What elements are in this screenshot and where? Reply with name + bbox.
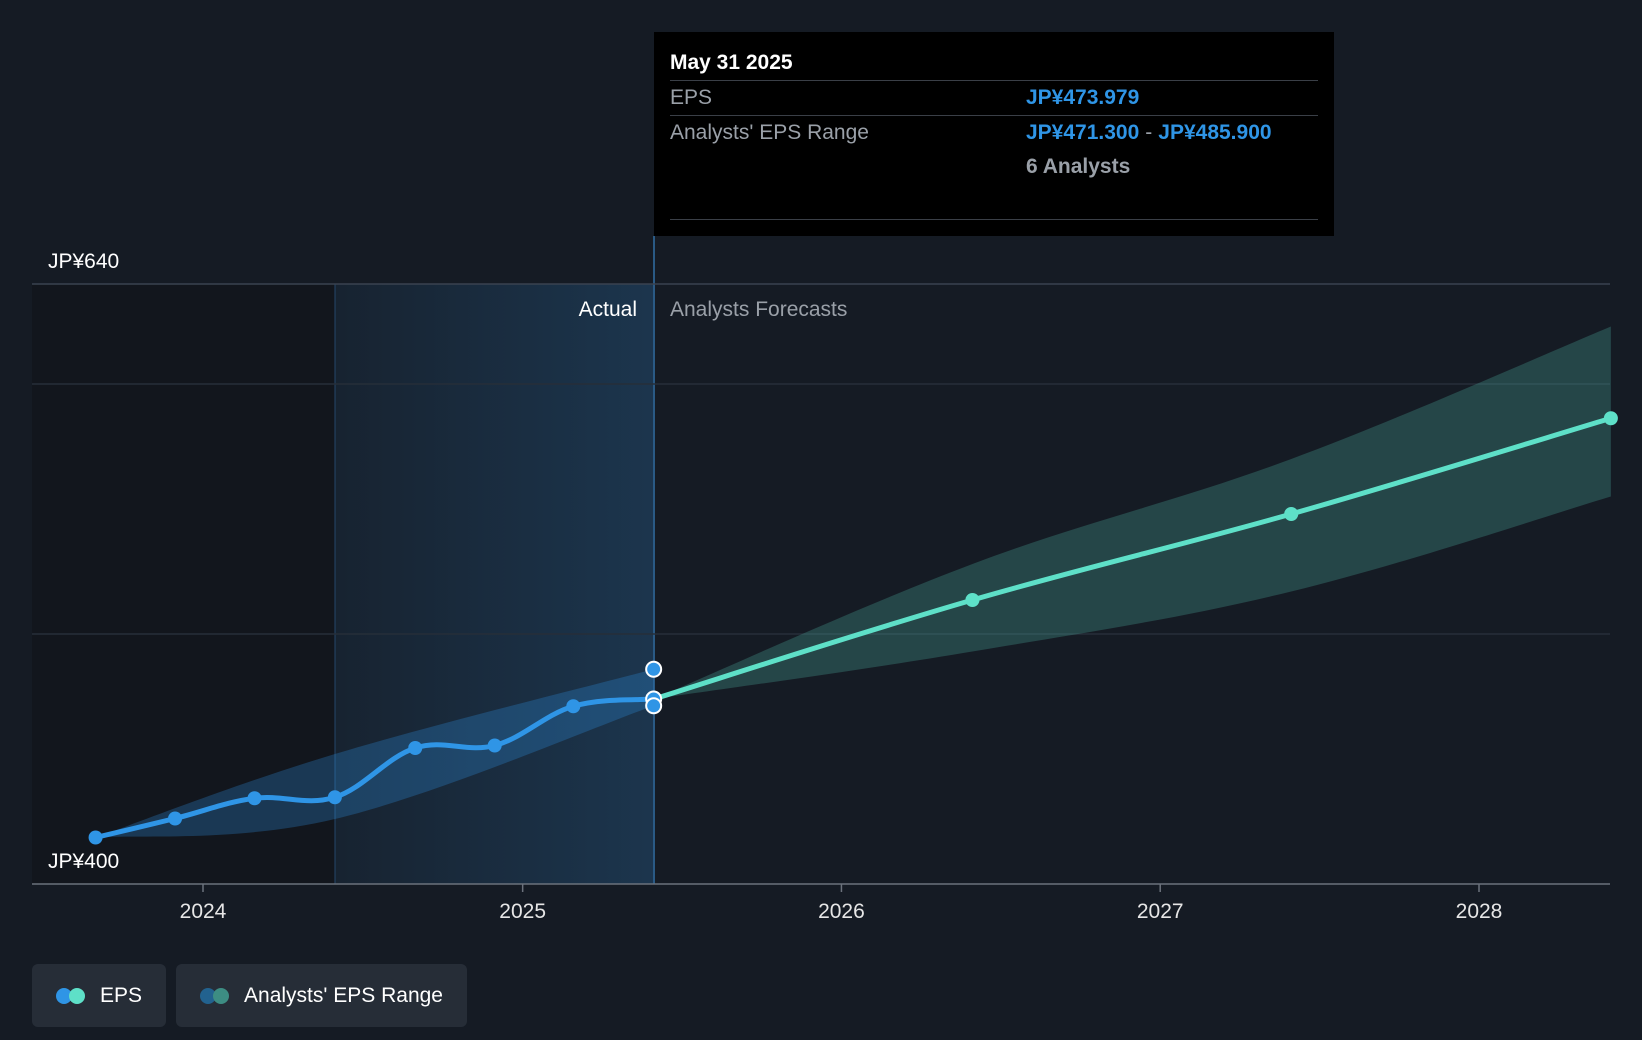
zone-label-forecast: Analysts Forecasts: [670, 298, 847, 321]
eps-point: [408, 741, 423, 755]
eps-point: [168, 811, 183, 826]
x-tick-label: 2024: [180, 900, 227, 923]
eps-lines: [93, 415, 1614, 840]
legend-item-eps[interactable]: EPS: [32, 964, 167, 1027]
tooltip-range-high: JP¥485.900: [1158, 121, 1272, 144]
tooltip-bottom-rule: [670, 219, 1318, 220]
eps-point: [487, 738, 502, 753]
x-tick-label: 2028: [1456, 900, 1503, 923]
series-line-forecast: [651, 415, 1614, 702]
eps-point: [1603, 411, 1618, 426]
tooltip-eps-label: EPS: [670, 86, 713, 109]
range-bands: [95, 326, 1611, 838]
tooltip-date: May 31 2025: [670, 51, 793, 74]
legend-eps-range-label: Analysts' EPS Range: [244, 983, 443, 1007]
eps-point: [566, 699, 581, 714]
tooltip-range-label: Analysts' EPS Range: [670, 121, 869, 144]
legend-eps-range-icon: [200, 987, 230, 1004]
y-tick-top: JP¥640: [48, 250, 119, 273]
tooltip-range-separator: -: [1145, 121, 1153, 144]
legend: EPS Analysts' EPS Range: [32, 964, 467, 1027]
x-tick-label: 2025: [499, 900, 546, 923]
legend-item-eps-range[interactable]: Analysts' EPS Range: [176, 964, 467, 1027]
tooltip-analyst-count: 6 Analysts: [1026, 155, 1131, 178]
eps-points: [88, 411, 1618, 845]
tooltip-eps-value: JP¥473.979: [1026, 86, 1140, 109]
x-tick-label: 2026: [818, 900, 865, 923]
range-band-1: [653, 326, 1611, 700]
zone-label-actual: Actual: [579, 298, 637, 321]
x-axis: 2024 2025 2026 2027 2028: [32, 883, 1610, 923]
series-line-actual: [93, 696, 657, 840]
range-band-0: [95, 669, 654, 838]
y-tick-bottom: JP¥400: [48, 850, 119, 873]
tooltip-range-row: Analysts' EPS Range JP¥471.300 - JP¥485.…: [670, 115, 1318, 150]
grid-lines: [32, 283, 1610, 635]
eps-point: [88, 830, 103, 845]
highlight-range-high: [645, 660, 663, 678]
highlight-range-low: [645, 697, 663, 715]
tooltip-range-low: JP¥471.300: [1026, 121, 1140, 144]
legend-eps-icon: [56, 987, 86, 1004]
x-tick-label: 2027: [1137, 900, 1184, 923]
eps-point: [327, 790, 342, 805]
eps-point: [965, 593, 980, 607]
tooltip: May 31 2025 EPS JP¥473.979 Analysts' EPS…: [654, 32, 1334, 236]
legend-eps-label: EPS: [100, 983, 143, 1007]
tooltip-eps-row: EPS JP¥473.979: [670, 80, 1318, 115]
eps-point: [247, 791, 262, 806]
eps-point: [1284, 507, 1299, 521]
